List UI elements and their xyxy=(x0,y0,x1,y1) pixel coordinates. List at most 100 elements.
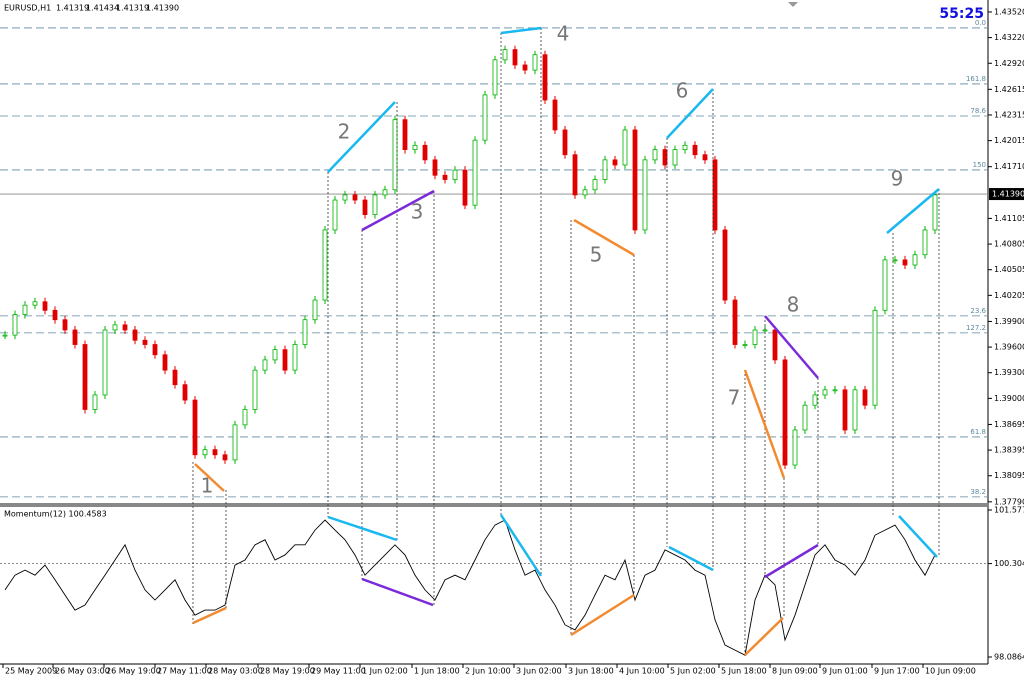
wave-label: 6 xyxy=(676,79,689,103)
candle xyxy=(282,349,288,371)
candle xyxy=(402,119,408,151)
candle xyxy=(102,329,108,396)
candle xyxy=(872,309,878,406)
fib-label: 150 xyxy=(973,161,986,169)
candle xyxy=(712,159,718,231)
fib-label: 38.2 xyxy=(970,488,986,496)
candle xyxy=(642,159,648,231)
candle xyxy=(782,359,788,466)
current-price-box xyxy=(989,188,1024,201)
quote: 1.41434 xyxy=(86,4,119,13)
x-tick-label: 9 Jun 17:00 xyxy=(874,667,920,676)
y-tick-label: 1.42015 xyxy=(994,136,1024,145)
trend-line xyxy=(194,463,225,492)
y-tick-label: 1.43220 xyxy=(994,33,1024,42)
wave-label: 9 xyxy=(891,167,904,191)
candle xyxy=(702,154,708,161)
x-tick-label: 1 Jun 02:00 xyxy=(362,667,408,676)
y-tick-label: 101.5772 xyxy=(994,506,1024,515)
candle xyxy=(822,389,828,396)
candle xyxy=(482,94,488,141)
candle xyxy=(202,449,208,456)
y-tick-label: 98.0864 xyxy=(994,653,1024,662)
scroll-marker xyxy=(788,2,798,7)
candle xyxy=(562,129,568,156)
candle xyxy=(242,409,248,426)
wave-label: 5 xyxy=(590,243,603,267)
panel-separator xyxy=(0,503,988,507)
candle xyxy=(922,229,928,256)
candle xyxy=(12,314,18,336)
x-tick-label: 29 May 11:00 xyxy=(311,667,366,676)
candle xyxy=(352,194,358,201)
timer: 55:25 xyxy=(939,6,984,22)
x-tick-label: 10 Jun 09:00 xyxy=(925,667,976,676)
candle xyxy=(802,404,808,431)
x-tick-label: 26 May 03:00 xyxy=(55,667,110,676)
trend-line xyxy=(570,593,635,637)
y-tick-label: 1.39600 xyxy=(994,343,1024,352)
candle xyxy=(162,354,168,371)
candle xyxy=(302,319,308,345)
fib-label: 78.6 xyxy=(970,107,986,115)
candle xyxy=(932,194,938,231)
candle xyxy=(2,334,8,337)
candle xyxy=(792,429,798,466)
candle xyxy=(772,329,778,361)
candle xyxy=(512,49,518,66)
candle xyxy=(312,299,318,321)
candle xyxy=(842,389,848,431)
trend-line xyxy=(764,315,819,379)
candle xyxy=(542,54,548,101)
candle xyxy=(172,369,178,386)
wave-label: 8 xyxy=(787,293,800,317)
trend-line xyxy=(886,188,940,234)
plot: 1.43520 1.43220 1.42920 1.42615 1.42315 1.420… xyxy=(0,7,1024,676)
candle xyxy=(622,129,628,166)
candle xyxy=(732,299,738,345)
y-tick-label: 1.43520 xyxy=(994,7,1024,16)
x-tick-label: 8 Jun 09:00 xyxy=(772,667,818,676)
candle xyxy=(612,159,618,166)
y-tick-label: 1.42315 xyxy=(994,110,1024,119)
candle xyxy=(422,144,428,161)
candle xyxy=(442,174,448,180)
x-tick-label: 3 Jun 02:00 xyxy=(516,667,562,676)
candle xyxy=(852,389,858,431)
trend-line xyxy=(361,189,435,232)
candle xyxy=(82,344,88,410)
y-tick-label: 1.40805 xyxy=(994,240,1024,249)
fib-label: 0.0 xyxy=(975,19,986,27)
candle xyxy=(72,329,78,345)
candle xyxy=(502,49,508,61)
candle xyxy=(492,59,498,96)
trend-line xyxy=(668,545,714,572)
candle xyxy=(62,319,68,331)
wave-label: 2 xyxy=(338,120,351,144)
quote: 1.41319 xyxy=(56,4,89,13)
quote: 1.41390 xyxy=(146,4,179,13)
candle xyxy=(412,144,418,151)
candle xyxy=(912,254,918,266)
x-tick-label: 3 Jun 18:00 xyxy=(568,667,614,676)
candle xyxy=(902,259,908,266)
candle xyxy=(722,229,728,301)
x-tick-label: 2 Jun 10:00 xyxy=(465,667,511,676)
y-tick-label: 1.41105 xyxy=(994,214,1024,223)
trend-line xyxy=(764,543,819,579)
candle xyxy=(362,199,368,215)
candle xyxy=(292,344,298,371)
x-tick-label: 1 Jun 18:00 xyxy=(414,667,460,676)
trend-line xyxy=(744,617,784,656)
candle xyxy=(752,329,758,345)
candle xyxy=(52,309,58,321)
candle xyxy=(42,301,48,311)
wave-label: 4 xyxy=(557,22,570,46)
wave-label: 3 xyxy=(411,200,424,224)
candle xyxy=(592,179,598,191)
y-tick-label: 1.39000 xyxy=(994,394,1024,403)
candle xyxy=(462,169,468,206)
candle xyxy=(92,394,98,410)
